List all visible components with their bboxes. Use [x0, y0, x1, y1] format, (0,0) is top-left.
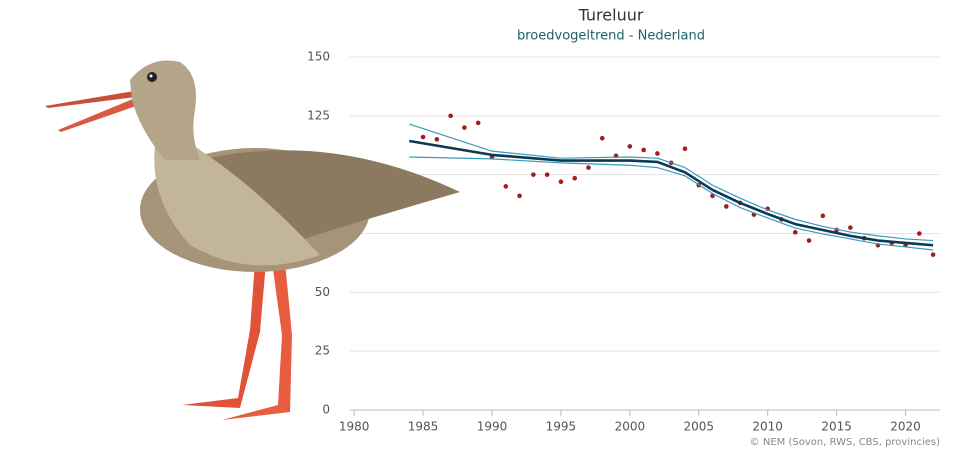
- y-tick-label: 50: [315, 285, 330, 299]
- bird-illustration: [45, 60, 460, 420]
- chart-title: Tureluur: [578, 6, 644, 25]
- data-point: [503, 184, 509, 189]
- data-point: [558, 179, 564, 185]
- trend-line: [409, 139, 934, 247]
- data-point: [448, 113, 453, 119]
- data-point: [462, 125, 467, 130]
- y-tick-label: 125: [307, 108, 330, 122]
- x-tick-label: 1985: [408, 420, 439, 434]
- data-point: [724, 204, 729, 209]
- data-point: [917, 231, 922, 236]
- data-point: [517, 193, 522, 199]
- data-point: [475, 120, 481, 126]
- data-point: [572, 175, 577, 181]
- data-point: [420, 134, 426, 140]
- x-tick-label: 1980: [339, 420, 370, 434]
- data-point: [682, 146, 688, 152]
- data-point: [820, 213, 826, 219]
- data-point: [806, 238, 812, 243]
- data-point: [434, 137, 440, 142]
- x-tick-label: 1990: [477, 420, 508, 434]
- x-tick-label: 2015: [821, 420, 852, 434]
- trend-line: [409, 123, 934, 242]
- data-point: [792, 230, 798, 235]
- x-tick-label: 1995: [546, 420, 577, 434]
- y-tick-label: 150: [307, 50, 330, 64]
- trend-line: [409, 156, 934, 251]
- x-tick-label: 2000: [615, 420, 646, 434]
- credit: © NEM (Sovon, RWS, CBS, provincies): [750, 437, 940, 448]
- plot-area: 0255075100125150198019851990199520002005…: [307, 50, 940, 434]
- y-tick-label: 0: [322, 403, 330, 417]
- x-tick-label: 2005: [683, 420, 714, 434]
- data-point: [848, 225, 853, 230]
- data-point: [930, 252, 936, 257]
- y-tick-label: 25: [315, 344, 330, 358]
- data-point: [544, 172, 550, 177]
- data-point: [641, 147, 646, 153]
- data-point: [599, 135, 605, 141]
- chart-subtitle: broedvogeltrend - Nederland: [517, 29, 705, 44]
- data-point: [627, 144, 633, 149]
- data-point: [531, 172, 536, 177]
- x-tick-label: 2020: [890, 420, 921, 434]
- data-point: [655, 151, 660, 156]
- data-point: [586, 165, 591, 170]
- x-tick-label: 2010: [752, 420, 783, 434]
